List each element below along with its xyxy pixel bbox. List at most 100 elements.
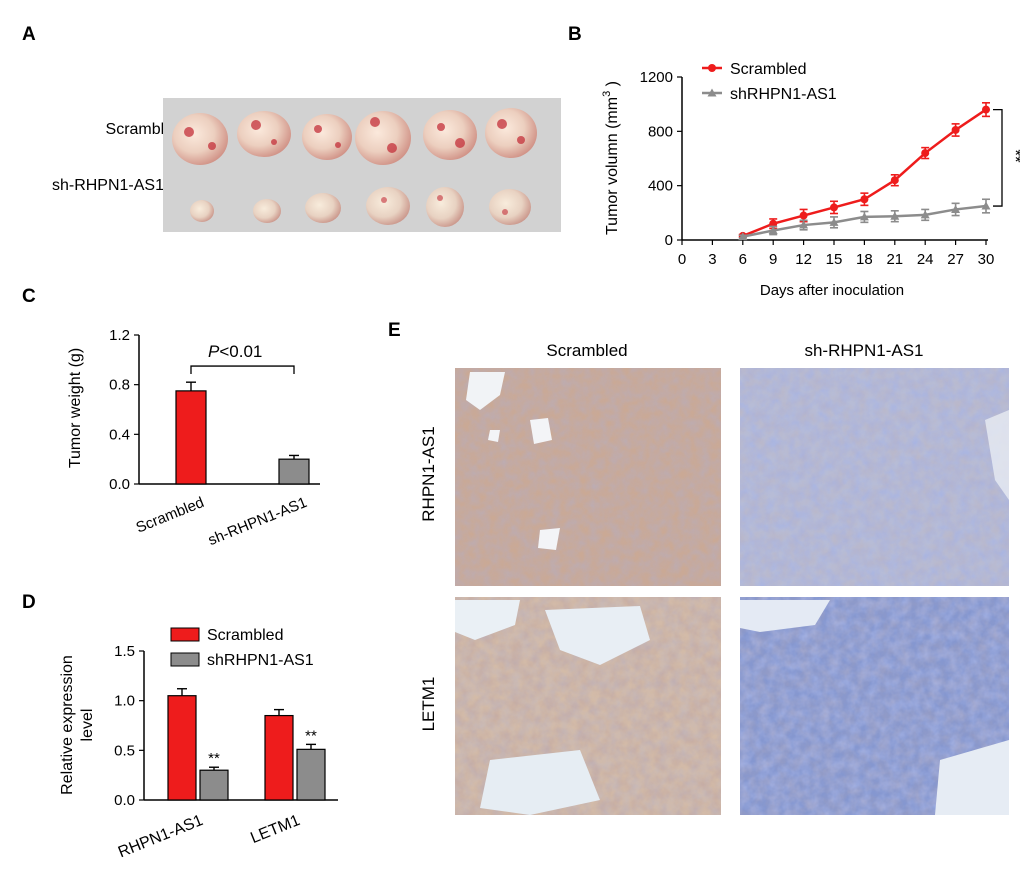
tumor-sh-6 [489,189,531,225]
b-data-point [890,211,900,220]
b-x-tick-label: 3 [708,251,716,268]
panel-letter-a: A [22,24,36,45]
photo-row-label-sh: sh-RHPN1-AS1 [52,177,164,194]
relative-expression-bar-chart: Relative expression level 0.0 0.5 1.0 1.5 **… [59,627,338,861]
d-legend-swatch [170,627,200,642]
d-significance-label: ** [208,750,220,767]
c-x-tick-label: Scrambled [134,494,207,537]
tumor-blood-spots [184,117,525,153]
tumor-scrambled-3 [302,114,352,160]
b-x-tick-label: 12 [795,251,812,268]
tumor-weight-bar-chart: Tumor weight (g) P<0.01 0.0 0.4 0.8 1.2 Scra… [67,327,320,549]
b-legend-label: Scrambled [730,61,806,78]
d-y-tick-label: 0.5 [114,742,135,759]
d-y-tick-label: 0.0 [114,792,135,809]
tumor-sh-2 [253,199,281,223]
b-x-tick-label: 15 [826,251,843,268]
d-legend-label: shRHPN1-AS1 [207,652,314,669]
b-x-tick-label: 27 [947,251,964,268]
b-significance-label: ** [1006,149,1020,163]
c-bar-sh [278,458,310,485]
tumor-sh-3 [305,193,341,223]
tumor-sh-1 [190,200,214,222]
panel-b: B Tumor volumn (mm3 ) Days after inocula… [568,24,1020,299]
panel-letter-c: C [22,286,36,307]
c-y-axis-label: Tumor weight (g) [67,348,84,468]
ihc-image-sh-rhpn1 [740,368,1009,586]
tumor-volume-line-chart: Tumor volumn (mm3 ) Days after inoculati… [601,61,1020,299]
b-x-axis-label: Days after inoculation [760,282,904,299]
b-data-point [921,149,930,158]
b-x-tick-label: 6 [739,251,747,268]
b-x-tick-label: 30 [978,251,995,268]
b-data-point [982,105,990,114]
panel-d: D Relative expression level 0.0 0.5 1.0 1.5… [22,592,338,861]
tumor-sh-blood-spots [381,195,508,215]
c-y-tick-label: 0.0 [109,476,130,493]
c-y-tick-label: 0.4 [109,426,130,443]
photo-row-label-scrambled: Scrambled [106,121,182,138]
c-y-tick-label: 1.2 [109,327,130,344]
e-column-label-scrambled: Scrambled [546,341,627,360]
b-data-point [799,211,808,220]
ihc-image-scrambled-letm1 [455,597,721,815]
d-x-tick-label: LETM1 [248,812,302,847]
b-x-tick-label: 9 [769,251,777,268]
b-x-tick-label: 18 [856,251,873,268]
b-y-axis-label: Tumor volumn (mm3 ) [601,81,621,235]
b-significance-bracket [993,108,1003,207]
panel-letter-b: B [568,24,582,45]
e-row-label-rhpn1-as1: RHPN1-AS1 [419,426,438,521]
tumor-scrambled-5 [423,110,477,160]
b-data-point [981,201,991,210]
panel-e: E Scrambled sh-RHPN1-AS1 RHPN1-AS1 LETM1 [388,320,1009,815]
d-y-tick-label: 1.0 [114,693,135,710]
b-data-point [799,220,809,229]
b-x-tick-label: 21 [886,251,903,268]
b-data-point [920,210,930,219]
panel-letter-d: D [22,592,36,613]
ihc-image-scrambled-rhpn1 [455,368,721,586]
d-legend-swatch [170,652,200,667]
b-data-point [951,125,960,134]
panel-c: C Tumor weight (g) P<0.01 0.0 0.4 0.8 1.2 Sc… [22,286,320,549]
ihc-image-sh-letm1 [740,597,1009,815]
d-significance-label: ** [305,727,317,744]
b-data-point [830,203,838,212]
tumor-photo [163,98,561,232]
c-bar-scrambled [175,390,207,485]
b-data-point [860,195,869,204]
b-y-tick-label: 0 [665,232,673,249]
tumor-sh-4 [366,187,410,225]
panel-a: A Scrambled sh-RHPN1-AS1 [22,24,561,232]
tumor-scrambled-1 [172,113,228,165]
b-data-point [859,212,869,221]
b-x-tick-label: 24 [917,251,934,268]
b-data-point [768,225,778,234]
b-x-tick-label: 0 [678,251,686,268]
b-data-point [738,232,748,241]
d-y-tick-label: 1.5 [114,643,135,660]
c-pvalue-annotation: P<0.01 [208,342,262,361]
b-y-tick-label: 400 [648,178,673,195]
b-y-tick-label: 800 [648,123,673,140]
b-data-point [890,176,899,185]
b-legend-label: shRHPN1-AS1 [730,86,837,103]
b-data-point [951,204,961,213]
d-y-axis-label-line1: Relative expression [59,655,76,795]
d-bar-sh [199,769,229,801]
panel-letter-e: E [388,320,401,341]
d-x-tick-label: RHPN1-AS1 [116,812,206,861]
d-bar-sh [296,748,326,801]
b-legend-marker [708,64,716,72]
b-y-tick-label: 1200 [640,69,673,86]
tumor-scrambled-2 [237,111,291,157]
d-y-axis-label-line2: level [79,709,96,742]
tumor-sh-5 [426,187,464,227]
d-bar-scrambled [264,714,294,801]
tumor-scrambled-4 [355,111,411,165]
c-pvalue-bracket [190,365,295,375]
e-column-label-sh: sh-RHPN1-AS1 [804,341,923,360]
b-data-point [829,217,839,226]
